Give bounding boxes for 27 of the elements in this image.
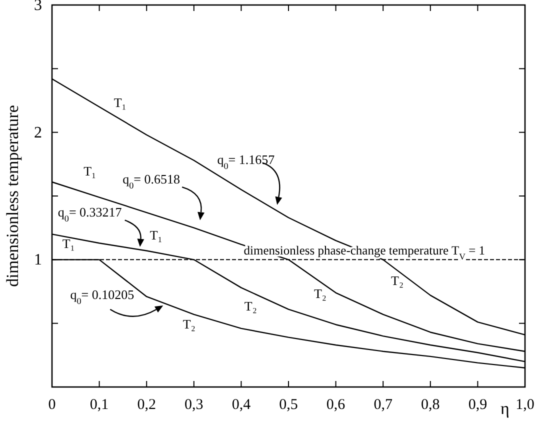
x-axis-title: η (500, 399, 510, 418)
x-tick-label: 0,2 (137, 397, 156, 413)
x-tick-label: 0,4 (232, 397, 252, 413)
x-tick-label: 0,5 (279, 397, 298, 413)
annotation: q$_{0}$= 0.10205 (70, 287, 134, 306)
annotation: T₂ (391, 273, 404, 288)
x-tick-label: 0,9 (468, 397, 488, 413)
x-tick-label: 0,3 (184, 397, 204, 413)
annotation: T₁ (62, 236, 75, 252)
annotation: T₂ (314, 286, 326, 301)
y-tick-label: 2 (34, 124, 42, 142)
y-tick-label: 1 (34, 252, 42, 269)
x-tick-label: 0,7 (374, 397, 393, 413)
annotation: q$_{0}$= 0.33217 (58, 204, 122, 224)
x-tick-label: 0,6 (326, 397, 346, 413)
y-axis-title: dimensionless temperature (3, 105, 22, 287)
x-tick-label: 0 (48, 397, 56, 413)
x-tick-label: 1,0 (516, 397, 534, 413)
annotation: T₂ (244, 298, 257, 314)
annotation: T₂ (182, 316, 196, 332)
annotation: q$_{0}$= 1.1657 (217, 152, 276, 172)
annotation: T₁ (84, 164, 96, 179)
annotation: T₁ (114, 94, 126, 110)
annotation: T₁ (150, 227, 162, 242)
annotation: q$_{0}$= 0.6518 (122, 171, 180, 190)
x-tick-label: 0,1 (90, 397, 109, 413)
x-tick-label: 0,8 (421, 397, 440, 413)
